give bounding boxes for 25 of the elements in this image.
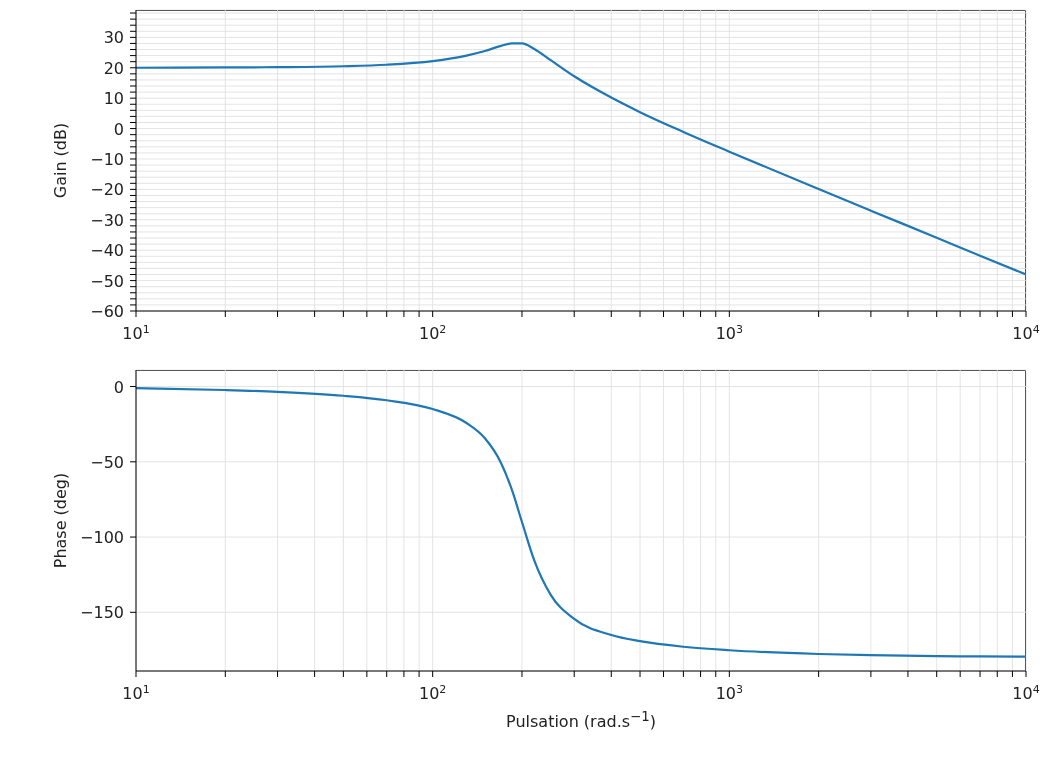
y-tick-label: −10 [90,149,124,169]
x-tick-label: 10$^{3}$ [715,682,744,703]
y-tick-label: −40 [90,241,124,261]
y-tick-label: 30 [103,28,124,48]
y-tick-label: 20 [103,58,124,78]
x-tick-label: 10$^{4}$ [1012,322,1040,343]
y-tick-label: −50 [90,271,124,291]
y-axis-title: Gain (dB) [50,122,70,199]
y-tick-label: 10 [103,89,124,109]
y-tick-label: −60 [90,302,124,321]
y-tick-label: −100 [80,528,124,548]
x-tick-label: 10$^{4}$ [1012,682,1040,703]
x-tick-label: 10$^{1}$ [122,322,150,343]
y-tick-label: 0 [113,377,124,397]
y-tick-label: −30 [90,210,124,230]
x-tick-label: 10$^{3}$ [715,322,744,343]
y-tick-label: −20 [90,180,124,200]
y-tick-label: 0 [113,119,124,139]
x-axis-title: Pulsation (rad.s$^{−1}$) [505,709,657,732]
x-tick-label: 10$^{1}$ [122,682,150,703]
y-tick-label: −50 [90,452,124,472]
x-tick-label: 10$^{2}$ [418,682,447,703]
y-tick-label: −150 [80,603,124,623]
x-tick-label: 10$^{2}$ [418,322,447,343]
y-axis-title: Phase (deg) [50,472,70,569]
